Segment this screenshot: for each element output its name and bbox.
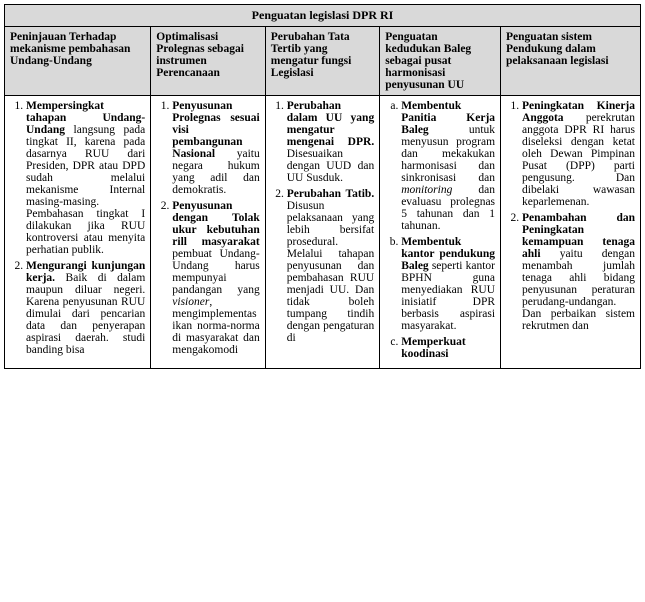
- list-col-2: Penyusunan Prolegnas sesuai visi pembang…: [156, 100, 259, 356]
- list-col-4: Membentuk Panitia Kerja Baleg untuk meny…: [385, 100, 495, 360]
- table-title: Penguatan legislasi DPR RI: [5, 5, 641, 27]
- list-item: Membentuk kantor pendukung Baleg seperti…: [401, 236, 495, 332]
- cell-col-3: Perubahan dalam UU yang mengatur mengena…: [265, 96, 379, 369]
- content-row: Mempersingkat tahapan Undang-Undang lang…: [5, 96, 641, 369]
- list-item: Perubahan Tatib. Disusun pelaksanaan yan…: [287, 188, 374, 344]
- item-text: pembuat Undang-Undang harus mempunyai pa…: [172, 248, 259, 296]
- cell-col-2: Penyusunan Prolegnas sesuai visi pembang…: [151, 96, 265, 369]
- list-item: Perubahan dalam UU yang mengatur mengena…: [287, 100, 374, 184]
- header-col-1: Peninjauan Terhadap mekanisme pembahasan…: [5, 27, 151, 96]
- italic-text: visioner: [172, 296, 209, 308]
- title-row: Penguatan legislasi DPR RI: [5, 5, 641, 27]
- item-text: perekrutan anggota DPR RI harus diseleks…: [522, 112, 635, 208]
- list-item: Penyusunan Prolegnas sesuai visi pembang…: [172, 100, 259, 196]
- list-item: Membentuk Panitia Kerja Baleg untuk meny…: [401, 100, 495, 232]
- item-lead: Memperkuat koodinasi: [401, 336, 466, 360]
- list-col-5: Peningkatan Kinerja Anggota perekrutan a…: [506, 100, 635, 332]
- item-lead: Penyusunan dengan Tolak ukur kebutuhan r…: [172, 200, 259, 248]
- item-text: Disesuaikan dengan UUD dan UU Susduk.: [287, 148, 374, 184]
- list-item: Penyusunan dengan Tolak ukur kebutuhan r…: [172, 200, 259, 356]
- list-col-1: Mempersingkat tahapan Undang-Undang lang…: [10, 100, 145, 356]
- list-item: Mengurangi kunjungan kerja. Baik di dala…: [26, 260, 145, 356]
- item-lead: Perubahan dalam UU yang mengatur mengena…: [287, 100, 374, 148]
- item-lead: Perubahan Tatib.: [287, 188, 374, 200]
- list-col-3: Perubahan dalam UU yang mengatur mengena…: [271, 100, 374, 344]
- header-col-3: Perubahan Tata Tertib yang mengatur fung…: [265, 27, 379, 96]
- header-col-4: Penguatan kedudukan Baleg sebagai pusat …: [380, 27, 501, 96]
- cell-col-5: Peningkatan Kinerja Anggota perekrutan a…: [501, 96, 641, 369]
- cell-col-4: Membentuk Panitia Kerja Baleg untuk meny…: [380, 96, 501, 369]
- header-col-2: Optimalisasi Prolegnas sebagai instrumen…: [151, 27, 265, 96]
- list-item: Peningkatan Kinerja Anggota perekrutan a…: [522, 100, 635, 208]
- list-item: Mempersingkat tahapan Undang-Undang lang…: [26, 100, 145, 256]
- list-item: Penambahan dan Peningkatan kemampuan ten…: [522, 212, 635, 332]
- header-col-5: Penguatan sistem Pendukung dalam pelaksa…: [501, 27, 641, 96]
- list-item: Memperkuat koodinasi: [401, 336, 495, 360]
- legislation-table: Penguatan legislasi DPR RI Peninjauan Te…: [4, 4, 641, 369]
- item-text: Baik di dalam maupun diluar negeri. Kare…: [26, 272, 145, 356]
- header-row: Peninjauan Terhadap mekanisme pembahasan…: [5, 27, 641, 96]
- item-text: langsung pada tingkat II, karena pada da…: [26, 124, 145, 256]
- item-text: yaitu dengan menambah jumlah tenaga ahli…: [522, 248, 635, 332]
- item-text: Disusun pelaksanaan yang lebih bersifat …: [287, 200, 374, 344]
- cell-col-1: Mempersingkat tahapan Undang-Undang lang…: [5, 96, 151, 369]
- italic-text: monitoring: [401, 184, 452, 196]
